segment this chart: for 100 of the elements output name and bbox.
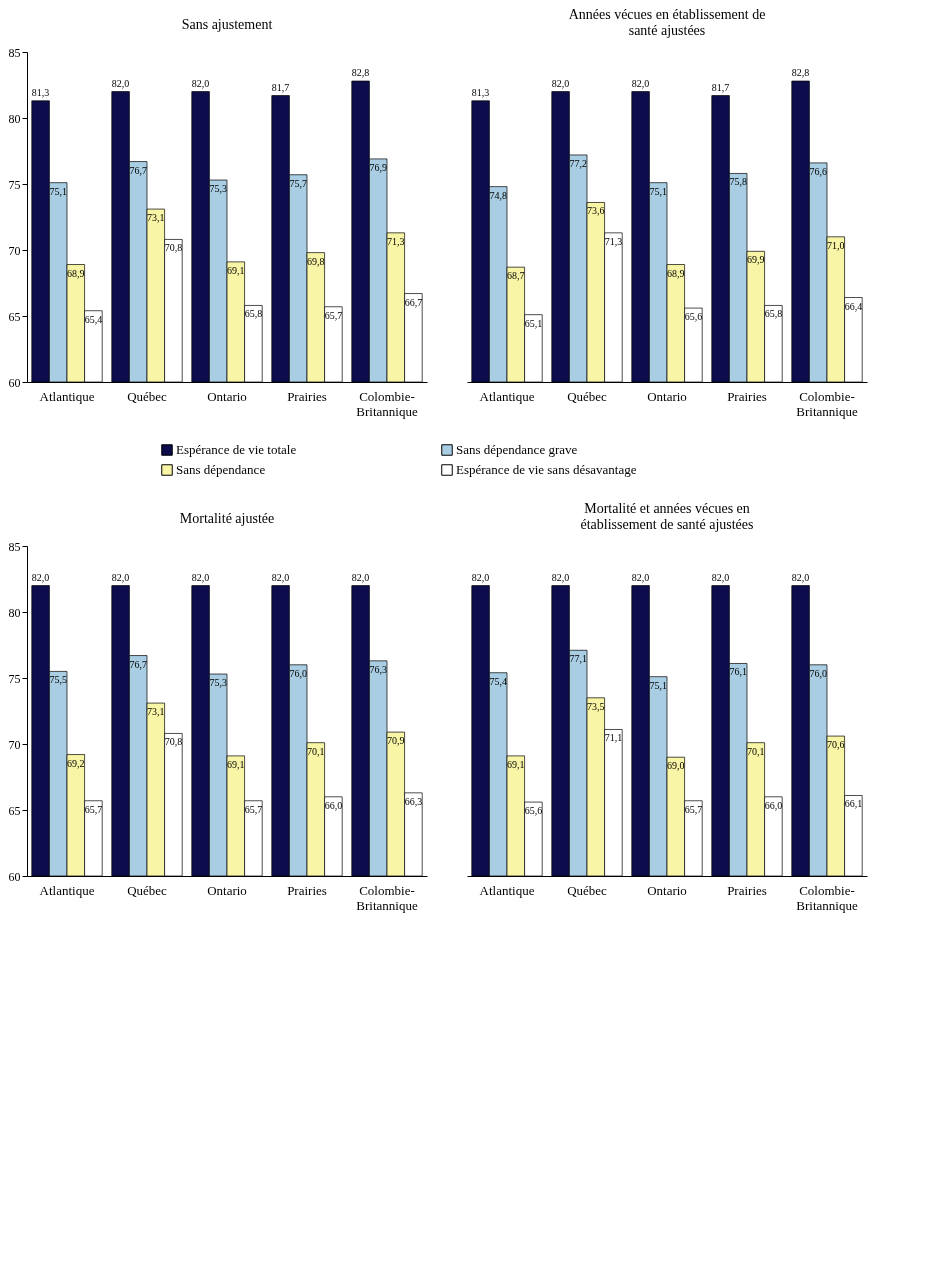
data-label: 69,2 bbox=[67, 757, 85, 769]
data-label: 73,1 bbox=[147, 706, 165, 718]
data-label: 66,0 bbox=[764, 799, 783, 811]
data-label: 71,0 bbox=[827, 239, 845, 251]
data-label: 76,7 bbox=[129, 164, 147, 176]
data-label: 65,7 bbox=[684, 803, 703, 815]
x-tick-label: Ontario bbox=[647, 388, 687, 404]
y-tick-label: 60 bbox=[8, 869, 21, 884]
x-tick-label: Colombie-Britannique bbox=[796, 388, 858, 419]
data-label: 65,7 bbox=[84, 803, 103, 815]
x-tick-label: Atlantique bbox=[479, 388, 535, 404]
data-label: 76,1 bbox=[729, 666, 747, 678]
data-label: 65,4 bbox=[84, 313, 103, 325]
chart-title: Mortalité et années vécues en établissement de santé ajustées bbox=[580, 501, 754, 532]
x-tick-label: Colombie-Britannique bbox=[796, 882, 858, 913]
x-tick-label: Ontario bbox=[207, 882, 247, 898]
data-label: 75,7 bbox=[289, 177, 307, 189]
data-label: 69,1 bbox=[507, 758, 525, 770]
data-label: 69,9 bbox=[747, 254, 765, 266]
data-label: 66,1 bbox=[844, 798, 863, 810]
data-label: 82,0 bbox=[631, 77, 650, 89]
y-tick-label: 85 bbox=[8, 539, 21, 554]
data-label: 68,9 bbox=[67, 267, 85, 279]
legend-label: Sans dépendance bbox=[176, 462, 266, 477]
x-tick-label: Prairies bbox=[727, 882, 767, 898]
data-label: 77,1 bbox=[569, 653, 587, 665]
x-tick-label: Atlantique bbox=[39, 388, 95, 404]
y-tick-label: 85 bbox=[8, 45, 21, 60]
data-label: 76,6 bbox=[809, 165, 827, 177]
y-tick-label: 65 bbox=[8, 803, 21, 818]
data-label: 71,1 bbox=[604, 732, 623, 744]
data-label: 70,1 bbox=[307, 745, 325, 757]
data-label: 82,0 bbox=[631, 571, 650, 583]
data-label: 82,8 bbox=[791, 67, 810, 79]
chart-title: Mortalité ajustée bbox=[179, 511, 275, 526]
data-label: 65,1 bbox=[524, 317, 543, 329]
data-label: 82,0 bbox=[791, 571, 810, 583]
x-tick-label: Prairies bbox=[287, 882, 327, 898]
data-label: 66,4 bbox=[844, 300, 863, 312]
data-label: 82,0 bbox=[191, 571, 210, 583]
data-label: 70,1 bbox=[747, 745, 765, 757]
data-label: 82,0 bbox=[111, 77, 130, 89]
data-label: 76,3 bbox=[369, 663, 387, 675]
data-label: 65,6 bbox=[524, 805, 543, 817]
data-label: 81,3 bbox=[471, 86, 490, 98]
data-label: 75,3 bbox=[209, 677, 227, 689]
x-tick-label: Prairies bbox=[287, 388, 327, 404]
data-label: 71,3 bbox=[604, 235, 623, 247]
data-label: 82,0 bbox=[551, 571, 570, 583]
data-label: 74,8 bbox=[489, 189, 507, 201]
data-label: 81,7 bbox=[271, 81, 290, 93]
legend-label: Sans dépendance grave bbox=[456, 442, 578, 457]
y-tick-label: 75 bbox=[8, 671, 21, 686]
data-label: 82,0 bbox=[111, 571, 130, 583]
data-label: 66,7 bbox=[404, 296, 423, 308]
data-label: 73,1 bbox=[147, 212, 165, 224]
data-label: 69,1 bbox=[227, 758, 245, 770]
data-label: 75,5 bbox=[49, 674, 67, 686]
data-label: 82,0 bbox=[711, 571, 730, 583]
data-label: 82,0 bbox=[551, 77, 570, 89]
data-label: 76,0 bbox=[289, 667, 307, 679]
data-label: 70,9 bbox=[387, 735, 405, 747]
data-label: 69,8 bbox=[307, 255, 325, 267]
data-label: 75,1 bbox=[649, 679, 667, 691]
data-label: 65,6 bbox=[684, 311, 703, 323]
x-tick-label: Ontario bbox=[207, 388, 247, 404]
x-tick-label: Québec bbox=[567, 882, 608, 898]
y-tick-label: 60 bbox=[8, 375, 21, 390]
x-tick-label: Colombie-Britannique bbox=[356, 882, 418, 913]
legend-label: Espérance de vie totale bbox=[176, 442, 297, 457]
x-tick-label: Québec bbox=[567, 388, 608, 404]
data-label: 73,5 bbox=[587, 700, 605, 712]
data-label: 70,8 bbox=[164, 242, 183, 254]
data-label: 66,3 bbox=[404, 795, 423, 807]
y-tick-label: 80 bbox=[8, 111, 21, 126]
data-label: 68,9 bbox=[667, 267, 685, 279]
data-label: 82,0 bbox=[471, 571, 490, 583]
x-tick-label: Québec bbox=[127, 388, 168, 404]
data-label: 76,9 bbox=[369, 161, 387, 173]
x-tick-label: Ontario bbox=[647, 882, 687, 898]
y-tick-label: 70 bbox=[8, 243, 21, 258]
x-tick-label: Prairies bbox=[727, 388, 767, 404]
data-label: 82,0 bbox=[191, 77, 210, 89]
data-label: 81,7 bbox=[711, 81, 730, 93]
data-label: 75,8 bbox=[729, 176, 747, 188]
data-label: 82,8 bbox=[351, 67, 370, 79]
y-tick-label: 75 bbox=[8, 177, 21, 192]
data-label: 82,0 bbox=[31, 571, 50, 583]
chart-title: Années vécues en établissement de santé ajustées bbox=[568, 7, 766, 38]
x-tick-label: Québec bbox=[127, 882, 168, 898]
data-label: 77,2 bbox=[569, 157, 587, 169]
data-label: 71,3 bbox=[387, 235, 405, 247]
data-label: 76,0 bbox=[809, 667, 827, 679]
x-tick-label: Colombie-Britannique bbox=[356, 388, 418, 419]
legend-label: Espérance de vie sans désavantage bbox=[456, 462, 637, 477]
data-label: 82,0 bbox=[351, 571, 370, 583]
data-label: 75,4 bbox=[489, 675, 507, 687]
data-label: 65,7 bbox=[324, 309, 343, 321]
data-label: 75,1 bbox=[649, 185, 667, 197]
y-tick-label: 65 bbox=[8, 309, 21, 324]
